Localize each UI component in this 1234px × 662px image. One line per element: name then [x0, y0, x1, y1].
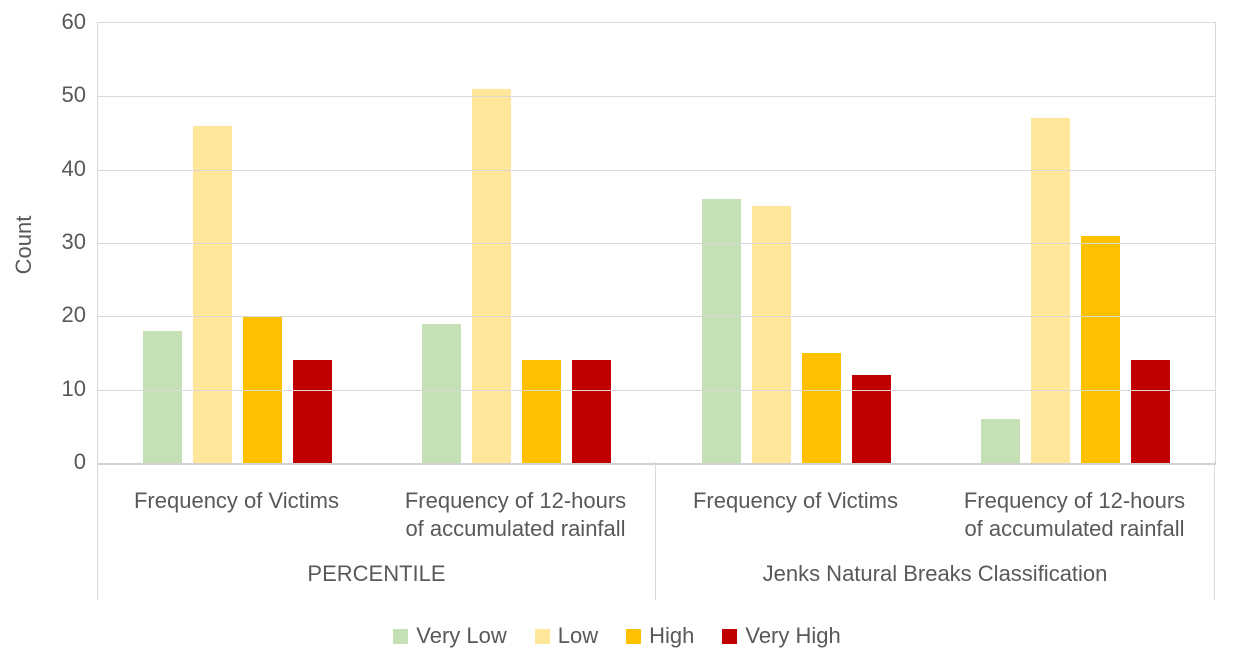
y-tick-label: 40 — [61, 155, 86, 181]
legend-item: Low — [534, 622, 599, 650]
bar-very-high — [293, 360, 333, 463]
bar-groups — [98, 23, 1215, 463]
bar-group — [377, 23, 656, 463]
bar-very-high — [1130, 360, 1170, 463]
bar-group — [936, 23, 1215, 463]
bar-very-low — [980, 419, 1020, 463]
gridline — [98, 316, 1215, 318]
category-label-percentile-victims: Frequency of Victims — [133, 488, 339, 513]
x-axis-line — [97, 463, 1216, 465]
axis-divider — [1214, 462, 1215, 600]
bar-low — [472, 89, 512, 463]
legend-label: Very Low — [416, 623, 507, 648]
legend-item: Very Low — [393, 622, 507, 650]
bar-low — [1030, 118, 1070, 463]
y-tick-label: 50 — [61, 82, 86, 108]
axis-divider — [97, 462, 98, 600]
y-tick-label: 60 — [61, 9, 86, 34]
legend-label: Low — [557, 623, 599, 648]
legend-item: High — [626, 622, 694, 650]
legend: Very Low Low High Very High — [0, 620, 1234, 652]
gridline — [98, 169, 1215, 171]
legend-swatch — [534, 628, 550, 644]
y-tick-label: 20 — [61, 302, 86, 328]
super-group-label-jenks: Jenks Natural Breaks Classification — [762, 561, 1108, 586]
legend-item: Very High — [722, 622, 841, 650]
axis-divider — [655, 462, 656, 600]
bar-high — [1080, 235, 1120, 463]
category-label-percentile-rainfall: Frequency of 12-hours of accumulated rai… — [404, 488, 627, 541]
y-tick-label: 10 — [61, 375, 86, 401]
category-label-jenks-victims: Frequency of Victims — [692, 488, 898, 513]
bar-low — [751, 206, 791, 463]
bar-very-low — [422, 323, 462, 463]
y-tick-label: 0 — [73, 449, 86, 474]
plot-area — [97, 22, 1216, 465]
legend-label: Very High — [745, 623, 841, 648]
bar-low — [193, 125, 233, 463]
legend-swatch — [393, 628, 409, 644]
y-tick-label: 30 — [61, 229, 86, 254]
gridline — [98, 389, 1215, 391]
bar-high — [801, 353, 841, 463]
legend-label: High — [649, 623, 695, 648]
gridline — [98, 96, 1215, 98]
bar-very-high — [851, 375, 891, 463]
bar-high — [522, 360, 562, 463]
super-group-label-percentile: PERCENTILE — [307, 561, 446, 586]
gridline — [98, 243, 1215, 244]
bar-very-high — [572, 360, 612, 463]
y-axis-labels: 0 10 20 30 40 50 60 — [0, 9, 86, 474]
legend-swatch — [626, 628, 642, 644]
legend-swatch — [722, 628, 738, 644]
category-label-jenks-rainfall: Frequency of 12-hours of accumulated rai… — [963, 488, 1186, 541]
bar-very-low — [143, 331, 183, 463]
bar-very-low — [701, 199, 741, 463]
